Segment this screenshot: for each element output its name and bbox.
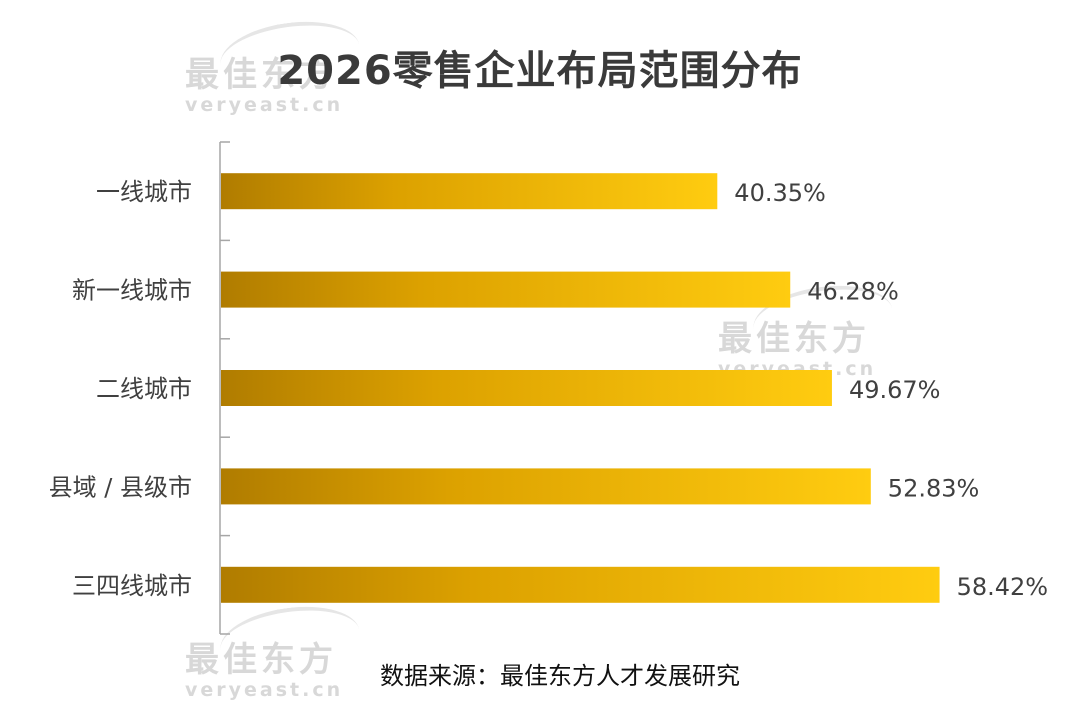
bar bbox=[221, 271, 791, 308]
watermark-cn: 最佳东方 bbox=[718, 319, 870, 359]
value-label: 46.28% bbox=[807, 278, 899, 306]
value-label: 52.83% bbox=[888, 474, 980, 502]
watermark: 最佳东方 veryeast.cn bbox=[185, 13, 364, 116]
category-label: 三四线城市 bbox=[72, 572, 192, 600]
category-label: 一线城市 bbox=[96, 178, 192, 206]
value-label: 40.35% bbox=[734, 179, 826, 207]
bar bbox=[221, 566, 940, 603]
watermark-cn: 最佳东方 bbox=[185, 55, 337, 95]
category-label: 二线城市 bbox=[96, 375, 192, 403]
bar bbox=[221, 468, 871, 505]
category-label: 新一线城市 bbox=[72, 277, 192, 305]
chart-title: 2026零售企业布局范围分布 bbox=[277, 48, 803, 94]
watermark-cn: 最佳东方 bbox=[185, 640, 337, 680]
source-note: 数据来源：最佳东方人才发展研究 bbox=[380, 662, 740, 690]
bar bbox=[221, 173, 718, 210]
value-label: 58.42% bbox=[957, 573, 1049, 601]
category-label: 县域 / 县级市 bbox=[49, 473, 192, 501]
watermark-en: veryeast.cn bbox=[185, 94, 344, 116]
value-label: 49.67% bbox=[849, 376, 941, 404]
watermark: 最佳东方 veryeast.cn bbox=[185, 598, 364, 701]
watermark-en: veryeast.cn bbox=[185, 679, 344, 701]
bar bbox=[221, 370, 832, 406]
